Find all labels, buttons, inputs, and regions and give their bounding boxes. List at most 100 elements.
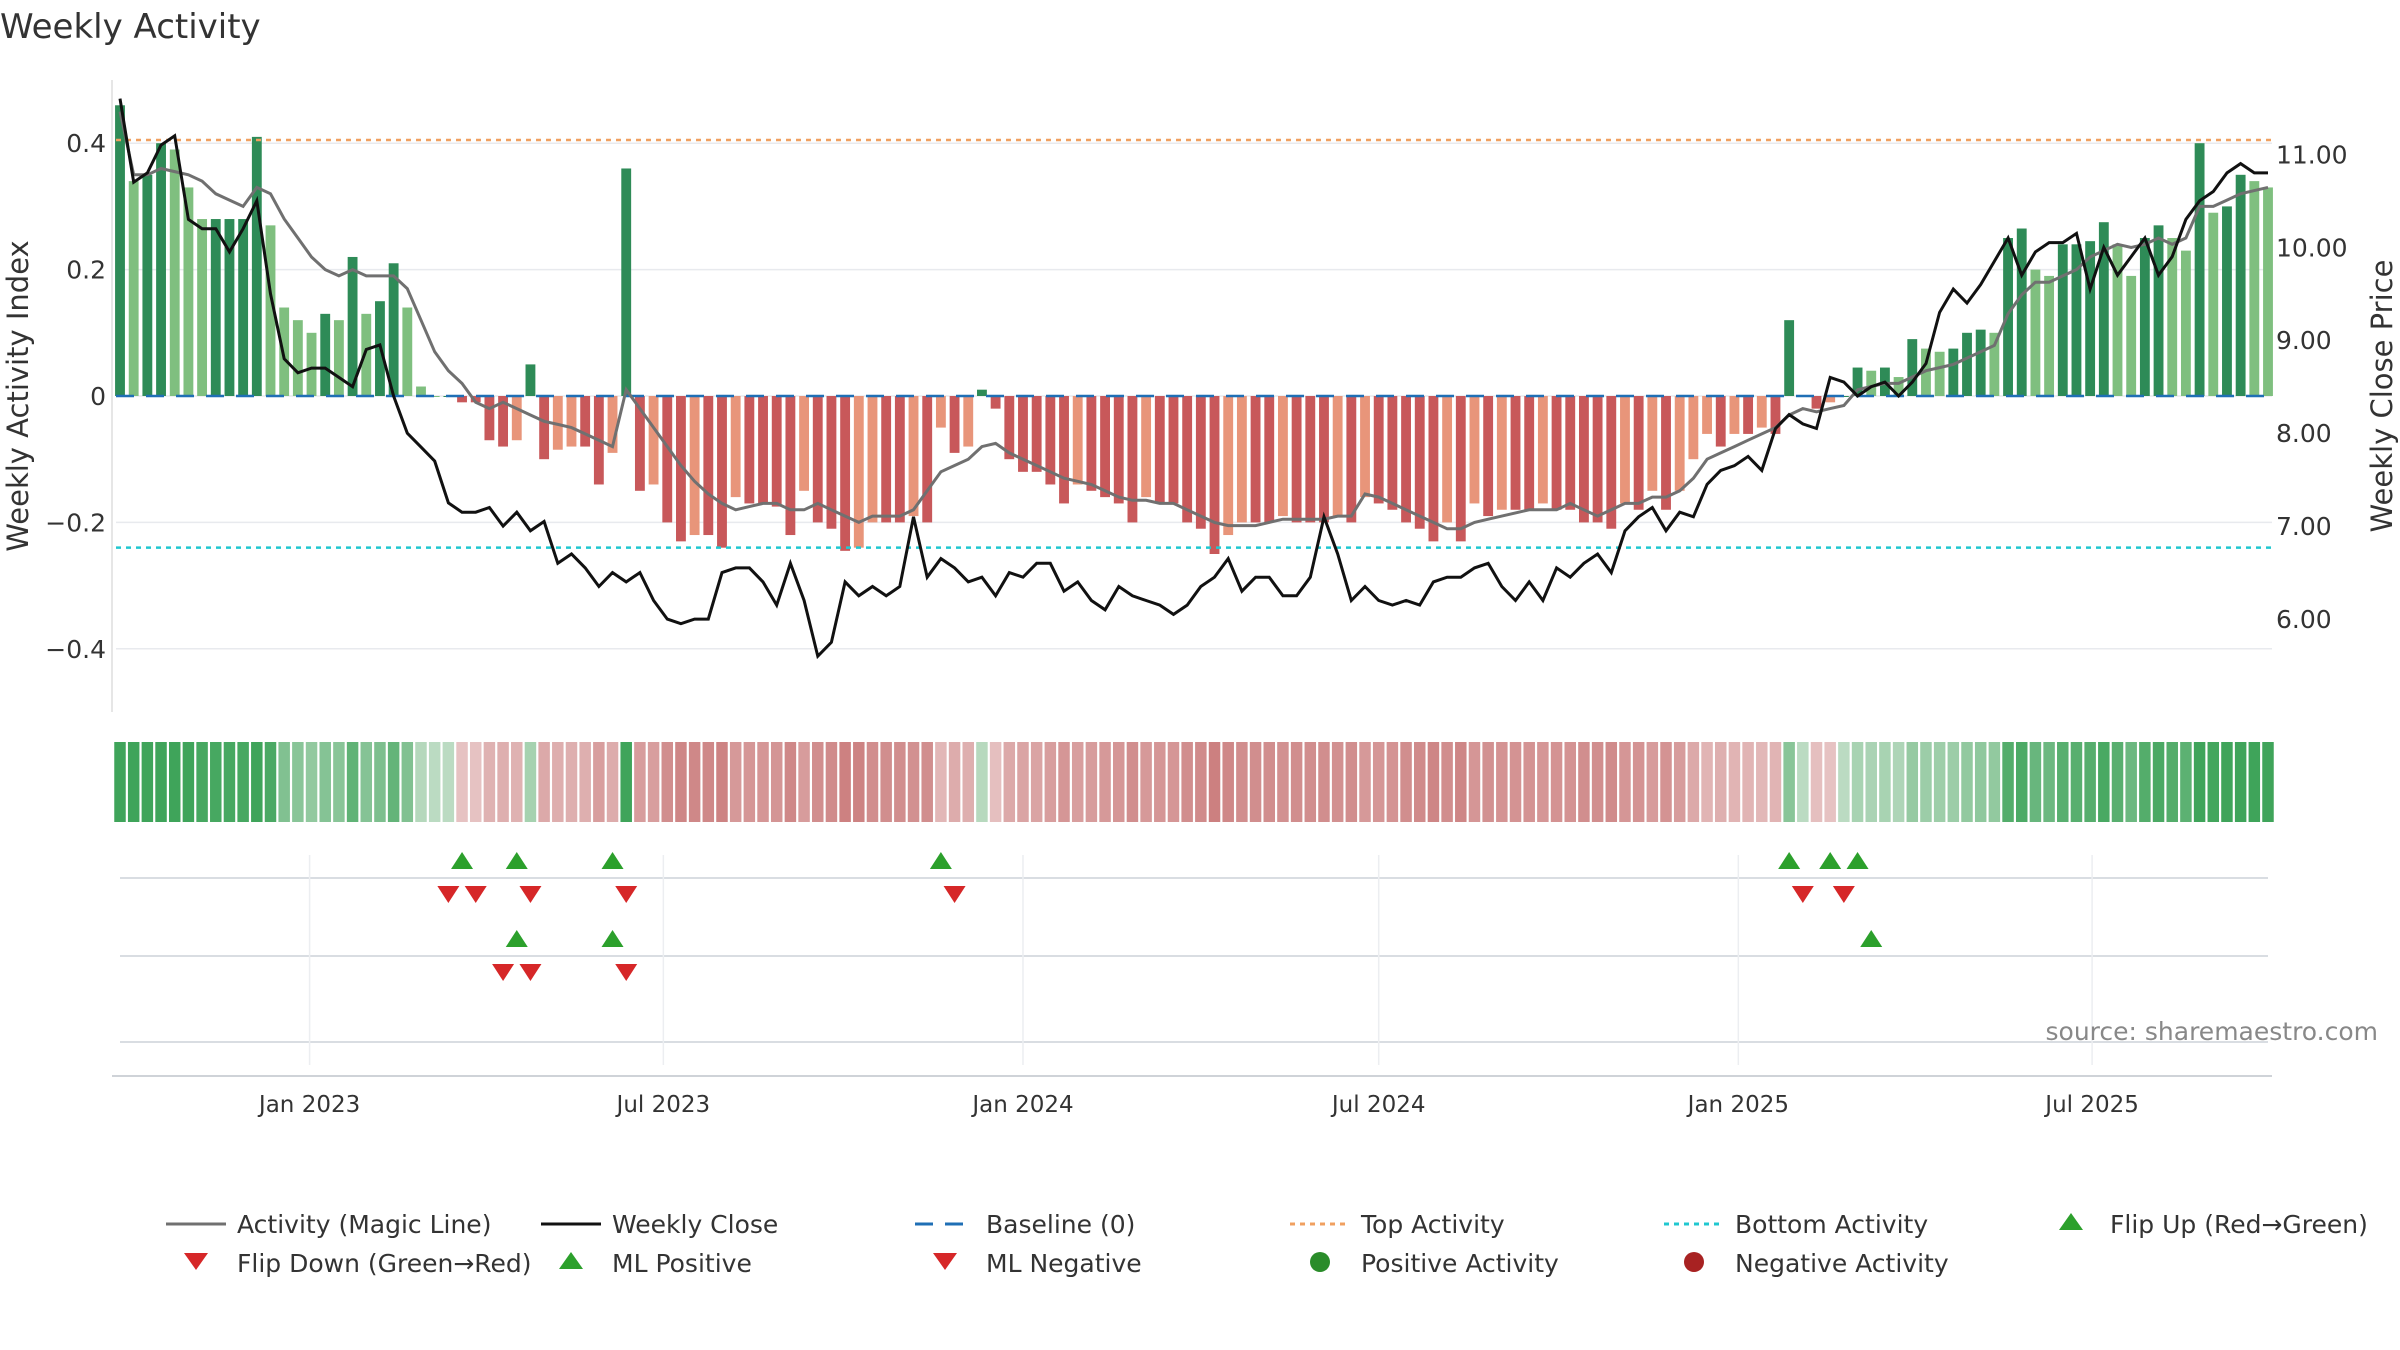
activity-strip-cell [1824,742,1836,822]
activity-bar [1578,396,1589,523]
activity-bar [142,174,153,396]
activity-bar [2126,275,2137,396]
activity-bar [457,396,467,403]
left-tick-label: −0.4 [45,635,106,664]
activity-strip-cell [1167,742,1180,822]
activity-bar [1442,396,1453,523]
activity-bar [1934,351,1945,396]
activity-strip-cell [1290,742,1303,822]
activity-strip-cell [1413,742,1426,822]
activity-strip-cell [2152,742,2165,822]
activity-bar [292,320,303,396]
activity-strip-cell [1071,742,1084,822]
activity-bar [1565,396,1576,510]
activity-strip-cell [1578,742,1590,822]
activity-bar [1319,396,1329,523]
activity-strip-cell [442,742,455,822]
date-tick-label: Jul 2023 [615,1092,711,1118]
activity-bar [977,389,987,396]
activity-bar [1045,396,1056,485]
activity-bar [265,225,276,396]
activity-strip-cell [1085,742,1098,822]
activity-bar [1223,396,1234,536]
activity-strip-cell [1523,742,1535,822]
activity-strip-cell [1673,742,1686,822]
activity-bar [1332,396,1343,517]
activity-strip-cell [1044,742,1057,822]
activity-bar [238,219,249,396]
activity-strip-cell [1236,742,1248,822]
activity-strip-cell [647,742,660,822]
flip-down-marker [943,886,966,903]
legend-ml-negative-label: ML Negative [986,1249,1142,1278]
activity-strip-cell [948,742,961,822]
activity-bar [566,396,577,447]
legend-negative-activity-icon [1684,1252,1704,1272]
activity-bar [156,143,166,396]
activity-strip-cell [1838,742,1850,822]
right-axis-ticks: 11.00 10.00 9.00 8.00 7.00 6.00 [2276,140,2348,634]
legend-ml-positive-icon [559,1252,583,1269]
activity-bar [771,396,782,507]
activity-bar [1469,396,1480,504]
activity-bar [2167,238,2178,396]
activity-bar [990,396,1001,409]
flip-down-marker [519,886,542,903]
activity-strip-cell [1564,742,1576,822]
activity-strip-cell [168,742,181,822]
activity-bar [1743,396,1754,434]
activity-bar [1004,396,1015,460]
activity-strip-cell [1386,742,1399,822]
activity-bar [1537,396,1548,504]
activity-strip-cell [1372,742,1385,822]
activity-strip-cell [223,742,236,822]
flip-up-marker [451,852,474,869]
activity-bar [1455,396,1466,542]
ml-negative-marker [519,964,542,981]
activity-strip-cell [812,742,824,822]
activity-strip-cell [1797,742,1809,822]
activity-bar [2112,244,2123,396]
right-axis-label: Weekly Close Price [2365,260,2399,533]
left-axis-label: Weekly Activity Index [1,240,35,551]
activity-strip-cell [552,742,564,822]
activity-bar [1195,396,1206,529]
activity-bar [2085,241,2096,396]
date-tick-label: Jul 2024 [1330,1092,1426,1118]
activity-strip-cell [469,742,482,822]
activity-strip-cell [935,742,947,822]
activity-strip-cell [2002,742,2014,822]
activity-strip-cell [2207,742,2220,822]
activity-strip-cell [1482,742,1494,822]
flip-up-marker [1846,852,1869,869]
activity-bar [1236,396,1247,523]
activity-strip-cell [579,742,591,822]
activity-bar [840,396,851,551]
activity-bar [1086,396,1097,491]
activity-strip-cell [2262,742,2274,822]
chart-title: Weekly Activity [0,7,261,47]
right-tick-label: 7.00 [2276,512,2332,541]
activity-strip-cell [620,742,632,822]
activity-strip-cell [1222,742,1234,822]
flip-down-marker [615,886,638,903]
activity-bar [1702,396,1712,434]
activity-bar [1031,396,1042,472]
activity-bar [2016,228,2027,396]
legend-bottom-activity-label: Bottom Activity [1735,1210,1928,1239]
activity-strip-cell [141,742,154,822]
activity-strip-cell [1605,742,1618,822]
activity-strip-cell [1687,742,1700,822]
legend-baseline-label: Baseline (0) [986,1210,1135,1239]
activity-bar [183,187,194,396]
legend-top-activity-label: Top Activity [1360,1210,1505,1239]
activity-bar [470,396,481,403]
activity-strip-cell [1619,742,1631,822]
activity-strip-cell [1496,742,1508,822]
activity-bar [1127,396,1138,523]
activity-strip [114,742,2274,822]
activity-strip-cell [1714,742,1727,822]
activity-strip-cell [1318,742,1330,822]
activity-strip-cell [196,742,208,822]
activity-bar [1729,396,1740,434]
